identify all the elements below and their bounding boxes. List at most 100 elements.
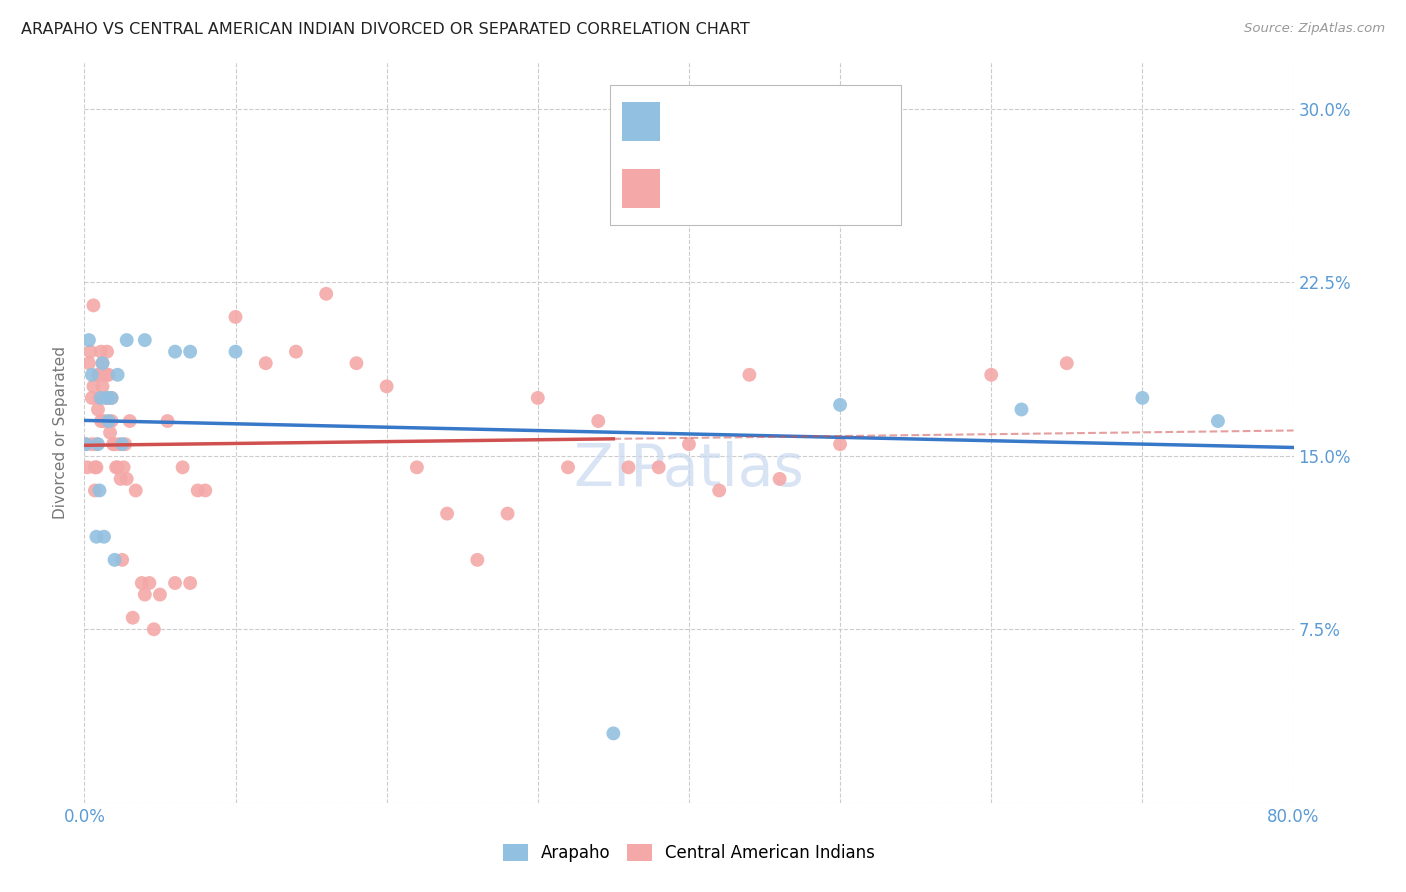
Point [830,437,852,451]
Point [602,726,624,740]
Text: Source: ZipAtlas.com: Source: ZipAtlas.com [1244,22,1385,36]
Point [101,437,124,451]
Point [96,391,118,405]
Point [527,391,550,405]
Point [75,437,97,451]
Point [98,425,121,440]
Point [769,472,792,486]
Point [118,414,141,428]
Point [1011,402,1033,417]
Point [86,460,108,475]
Point [588,414,610,428]
Legend: Arapaho, Central American Indians: Arapaho, Central American Indians [496,837,882,869]
Point [93,530,115,544]
Point [156,414,179,428]
Point [76,460,98,475]
Point [90,344,112,359]
Point [557,460,579,475]
Point [105,460,128,475]
Point [104,437,127,451]
Point [194,483,217,498]
Point [96,368,118,382]
Point [179,344,201,359]
Point [90,391,112,405]
Point [134,588,156,602]
Point [149,588,172,602]
Point [97,391,120,405]
Point [97,368,120,382]
Point [617,460,640,475]
Point [91,379,114,393]
Point [467,553,489,567]
Point [254,356,277,370]
Point [77,333,100,347]
Point [108,437,131,451]
Point [1130,391,1153,405]
Point [738,368,761,382]
Point [111,553,134,567]
Point [830,398,852,412]
Point [107,368,129,382]
Point [187,483,209,498]
Point [87,437,110,451]
Point [89,391,111,405]
Point [82,298,104,312]
Point [165,344,187,359]
Point [114,437,136,451]
Point [179,576,201,591]
Point [89,483,111,498]
Point [80,391,103,405]
Point [225,344,247,359]
Point [84,483,107,498]
Point [96,344,118,359]
Text: ZIPatlas: ZIPatlas [574,442,804,498]
Point [91,356,114,370]
Point [79,344,101,359]
Point [225,310,247,324]
Point [93,414,115,428]
Point [77,356,100,370]
Point [131,576,153,591]
Point [125,483,148,498]
Point [142,622,165,636]
Point [172,460,194,475]
Point [496,507,519,521]
Point [1056,356,1078,370]
Y-axis label: Divorced or Separated: Divorced or Separated [53,346,69,519]
Point [107,460,129,475]
Point [111,437,134,451]
Point [648,460,671,475]
Point [86,437,108,451]
Point [86,530,108,544]
Point [104,553,127,567]
Point [87,402,110,417]
Point [115,333,138,347]
Point [80,437,103,451]
Point [138,576,160,591]
Point [980,368,1002,382]
Point [100,414,122,428]
Point [134,333,156,347]
Point [82,379,104,393]
Point [315,286,337,301]
Point [285,344,308,359]
Point [1206,414,1229,428]
Point [97,414,120,428]
Point [436,507,458,521]
Point [110,472,132,486]
Point [90,414,112,428]
Point [709,483,731,498]
Point [115,472,138,486]
Point [89,368,111,382]
Point [100,391,122,405]
Point [87,368,110,382]
Point [165,576,187,591]
Point [80,368,103,382]
Point [406,460,429,475]
Point [678,437,700,451]
Point [375,379,398,393]
Point [121,610,143,624]
Point [91,356,114,370]
Text: ARAPAHO VS CENTRAL AMERICAN INDIAN DIVORCED OR SEPARATED CORRELATION CHART: ARAPAHO VS CENTRAL AMERICAN INDIAN DIVOR… [21,22,749,37]
Point [75,437,97,451]
